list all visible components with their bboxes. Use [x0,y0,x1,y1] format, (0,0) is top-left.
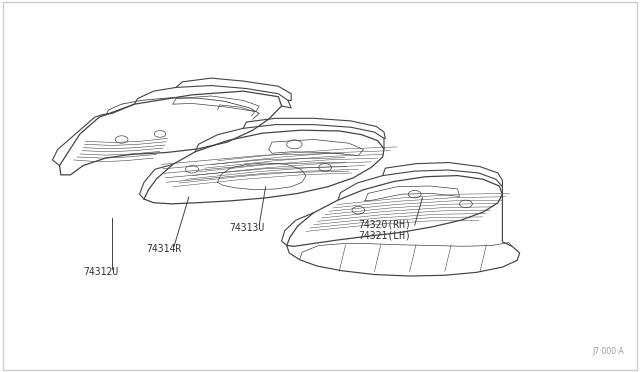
Text: 74313U: 74313U [229,223,264,233]
Text: J7·000·A: J7·000·A [592,347,624,356]
Text: 74312U: 74312U [83,266,118,276]
Text: 74321(LH): 74321(LH) [358,230,412,240]
Text: 74314R: 74314R [146,244,181,254]
Text: 74320(RH): 74320(RH) [358,219,412,230]
